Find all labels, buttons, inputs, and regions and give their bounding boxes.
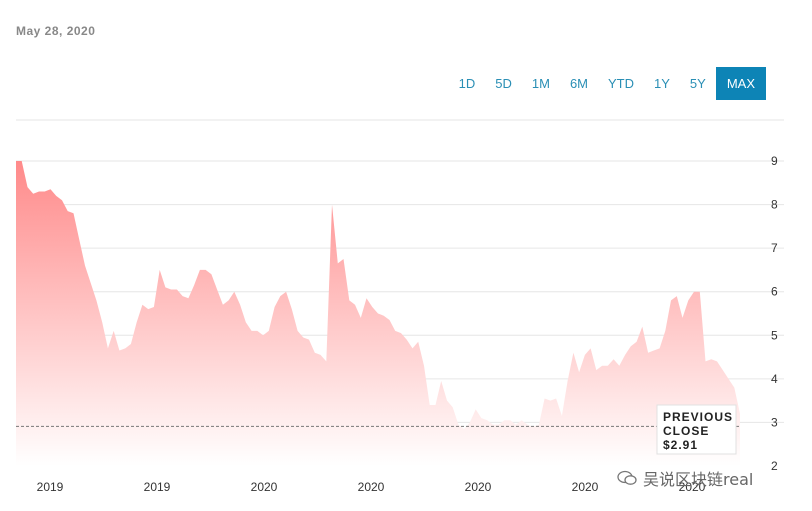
y-tick-label: 9 <box>771 154 778 168</box>
tooltip-label-line2: CLOSE <box>663 424 709 438</box>
watermark: 吴说区块链real <box>617 466 753 490</box>
range-max-button[interactable]: MAX <box>715 67 766 100</box>
y-tick-label: 7 <box>771 241 778 255</box>
x-tick-label: 2020 <box>465 480 492 494</box>
range-6m-button[interactable]: 6M <box>560 67 598 100</box>
x-tick-label: 2020 <box>251 480 278 494</box>
x-tick-label: 2020 <box>358 480 385 494</box>
chart-date: May 28, 2020 <box>16 24 96 38</box>
tooltip-label-line1: PREVIOUS <box>663 410 733 424</box>
y-tick-label: 6 <box>771 285 778 299</box>
y-tick-label: 4 <box>771 372 778 386</box>
range-1d-button[interactable]: 1D <box>449 67 486 100</box>
range-1y-button[interactable]: 1Y <box>644 67 680 100</box>
tooltip-value: $2.91 <box>663 438 698 452</box>
wechat-icon <box>617 470 637 485</box>
range-1m-button[interactable]: 1M <box>522 67 560 100</box>
y-tick-label: 3 <box>771 415 778 429</box>
range-selector: 1D 5D 1M 6M YTD 1Y 5Y MAX <box>449 67 766 100</box>
x-tick-label: 2020 <box>572 480 599 494</box>
y-tick-label: 5 <box>771 328 778 342</box>
x-tick-label: 2020 <box>679 480 706 494</box>
price-area <box>16 161 740 466</box>
y-tick-label: 2 <box>771 459 778 473</box>
x-tick-label: 2019 <box>37 480 64 494</box>
x-tick-label: 2019 <box>144 480 171 494</box>
tooltip-box <box>656 404 737 455</box>
range-ytd-button[interactable]: YTD <box>598 67 644 100</box>
watermark-text: 吴说区块链real <box>643 470 754 489</box>
range-5y-button[interactable]: 5Y <box>680 67 716 100</box>
y-tick-label: 8 <box>771 198 778 212</box>
previous-close-tooltip: PREVIOUS CLOSE $2.91 <box>656 404 737 455</box>
range-5d-button[interactable]: 5D <box>485 67 522 100</box>
